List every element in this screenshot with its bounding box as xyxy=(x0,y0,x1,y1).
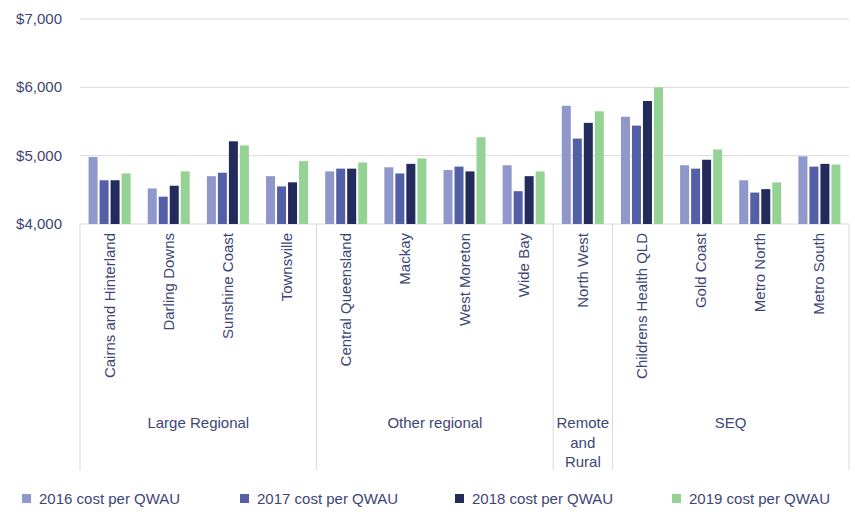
bar xyxy=(503,165,512,224)
x-tick-label: Cairns and Hinterland xyxy=(101,233,118,378)
grid-line xyxy=(80,87,849,88)
group-label: Remote and Rural xyxy=(557,414,610,470)
bar xyxy=(148,188,157,224)
bar xyxy=(536,171,545,224)
legend-label: 2016 cost per QWAU xyxy=(39,490,180,507)
bar xyxy=(266,176,275,224)
x-tick-label: Metro South xyxy=(810,233,827,315)
bar xyxy=(111,180,120,224)
group-label-line: and xyxy=(570,434,595,451)
bar xyxy=(299,161,308,224)
bar xyxy=(713,150,722,224)
grid-line xyxy=(80,224,849,225)
bar xyxy=(325,171,334,224)
bar xyxy=(820,164,829,224)
bar xyxy=(514,191,523,224)
bar xyxy=(477,137,486,224)
bar xyxy=(809,167,818,224)
x-tick-label: Wide Bay xyxy=(515,233,532,298)
x-tick-label: North West xyxy=(574,232,591,308)
bar xyxy=(595,111,604,224)
bars xyxy=(89,87,841,224)
bar xyxy=(691,169,700,224)
legend-label: 2017 cost per QWAU xyxy=(257,490,398,507)
bar xyxy=(680,165,689,224)
bar xyxy=(218,173,227,224)
bar xyxy=(336,169,345,224)
bar xyxy=(406,164,415,224)
bar xyxy=(347,169,356,224)
bar xyxy=(181,171,190,224)
bar xyxy=(207,176,216,224)
group-separator xyxy=(316,224,317,470)
bar xyxy=(395,173,404,224)
bar xyxy=(122,173,131,224)
bar xyxy=(761,189,770,224)
bar xyxy=(384,167,393,224)
legend-swatch xyxy=(240,494,249,503)
legend-swatch xyxy=(22,494,31,503)
bar xyxy=(573,139,582,224)
bar xyxy=(739,180,748,224)
bar xyxy=(240,145,249,224)
bar xyxy=(277,186,286,224)
bar xyxy=(702,160,711,224)
bar xyxy=(632,126,641,224)
x-tick-label: Metro North xyxy=(751,233,768,312)
group-label-line: Rural xyxy=(565,453,601,470)
bar xyxy=(170,186,179,224)
y-tick-label: $6,000 xyxy=(16,78,62,95)
y-tick-label: $7,000 xyxy=(16,10,62,27)
legend-label: 2018 cost per QWAU xyxy=(472,490,613,507)
bar xyxy=(159,197,168,224)
bar xyxy=(584,123,593,224)
bar xyxy=(89,157,98,224)
x-tick-label: Sunshine Coast xyxy=(219,232,236,339)
y-tick-label: $4,000 xyxy=(16,215,62,232)
bar xyxy=(772,182,781,224)
y-tick-label: $5,000 xyxy=(16,147,62,164)
legend-label: 2019 cost per QWAU xyxy=(689,490,830,507)
bar xyxy=(229,141,238,224)
group-label: Large Regional xyxy=(147,414,249,431)
bar xyxy=(444,170,453,224)
group-separator xyxy=(612,224,613,470)
grid-line xyxy=(80,155,849,156)
group-label: Other regional xyxy=(387,414,482,431)
legend-swatch xyxy=(672,494,681,503)
bar xyxy=(562,106,571,224)
bar xyxy=(621,117,630,224)
bar xyxy=(466,171,475,224)
bar xyxy=(100,180,109,224)
x-tick-label: Gold Coast xyxy=(692,232,709,308)
group-separator xyxy=(80,224,81,470)
legend-swatch xyxy=(455,494,464,503)
x-tick-label: Central Queensland xyxy=(337,233,354,366)
bar xyxy=(643,101,652,224)
group-separator xyxy=(849,224,850,470)
group-label-line: Remote xyxy=(557,414,610,431)
bar xyxy=(417,158,426,224)
grid xyxy=(80,19,849,224)
group-label-line: Large Regional xyxy=(147,414,249,431)
bar xyxy=(455,167,464,224)
x-tick-label: Childrens Health QLD xyxy=(633,233,650,379)
bar xyxy=(654,87,663,224)
x-tick-label: Darling Downs xyxy=(160,233,177,331)
bar xyxy=(798,156,807,224)
group-label: SEQ xyxy=(715,414,747,431)
bar xyxy=(525,176,534,224)
x-tick-label: West Moreton xyxy=(456,233,473,326)
x-tick-label: Mackay xyxy=(396,233,413,285)
group-label-line: Other regional xyxy=(387,414,482,431)
grid-line xyxy=(80,19,849,20)
group-separator xyxy=(553,224,554,470)
x-tick-label: Townsville xyxy=(278,233,295,301)
group-label-line: SEQ xyxy=(715,414,747,431)
chart: $4,000 $5,000 $6,000 $7,000 Cairns and Hinte… xyxy=(0,0,855,523)
bar xyxy=(831,165,840,224)
bar xyxy=(288,182,297,224)
bar xyxy=(750,193,759,224)
bar xyxy=(358,163,367,225)
